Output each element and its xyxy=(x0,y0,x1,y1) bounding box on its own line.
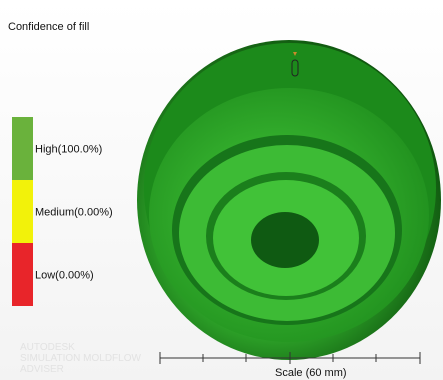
scale-label: Scale (60 mm) xyxy=(275,367,347,379)
legend-swatch xyxy=(12,117,33,180)
watermark: ADVISER xyxy=(20,364,64,375)
center-hole xyxy=(251,212,319,268)
legend-swatch xyxy=(12,180,33,243)
watermark: AUTODESK xyxy=(20,342,75,353)
part xyxy=(137,40,441,360)
legend-label: Low(0.00%) xyxy=(35,270,94,282)
watermark: SIMULATION MOLDFLOW xyxy=(20,353,141,364)
legend-swatch xyxy=(12,243,33,306)
result-title: Confidence of fill xyxy=(8,21,89,33)
viewport: Confidence of fill High(100.0%) Medium(0.… xyxy=(0,0,443,380)
legend-label: High(100.0%) xyxy=(35,144,102,156)
legend-label: Medium(0.00%) xyxy=(35,207,113,219)
